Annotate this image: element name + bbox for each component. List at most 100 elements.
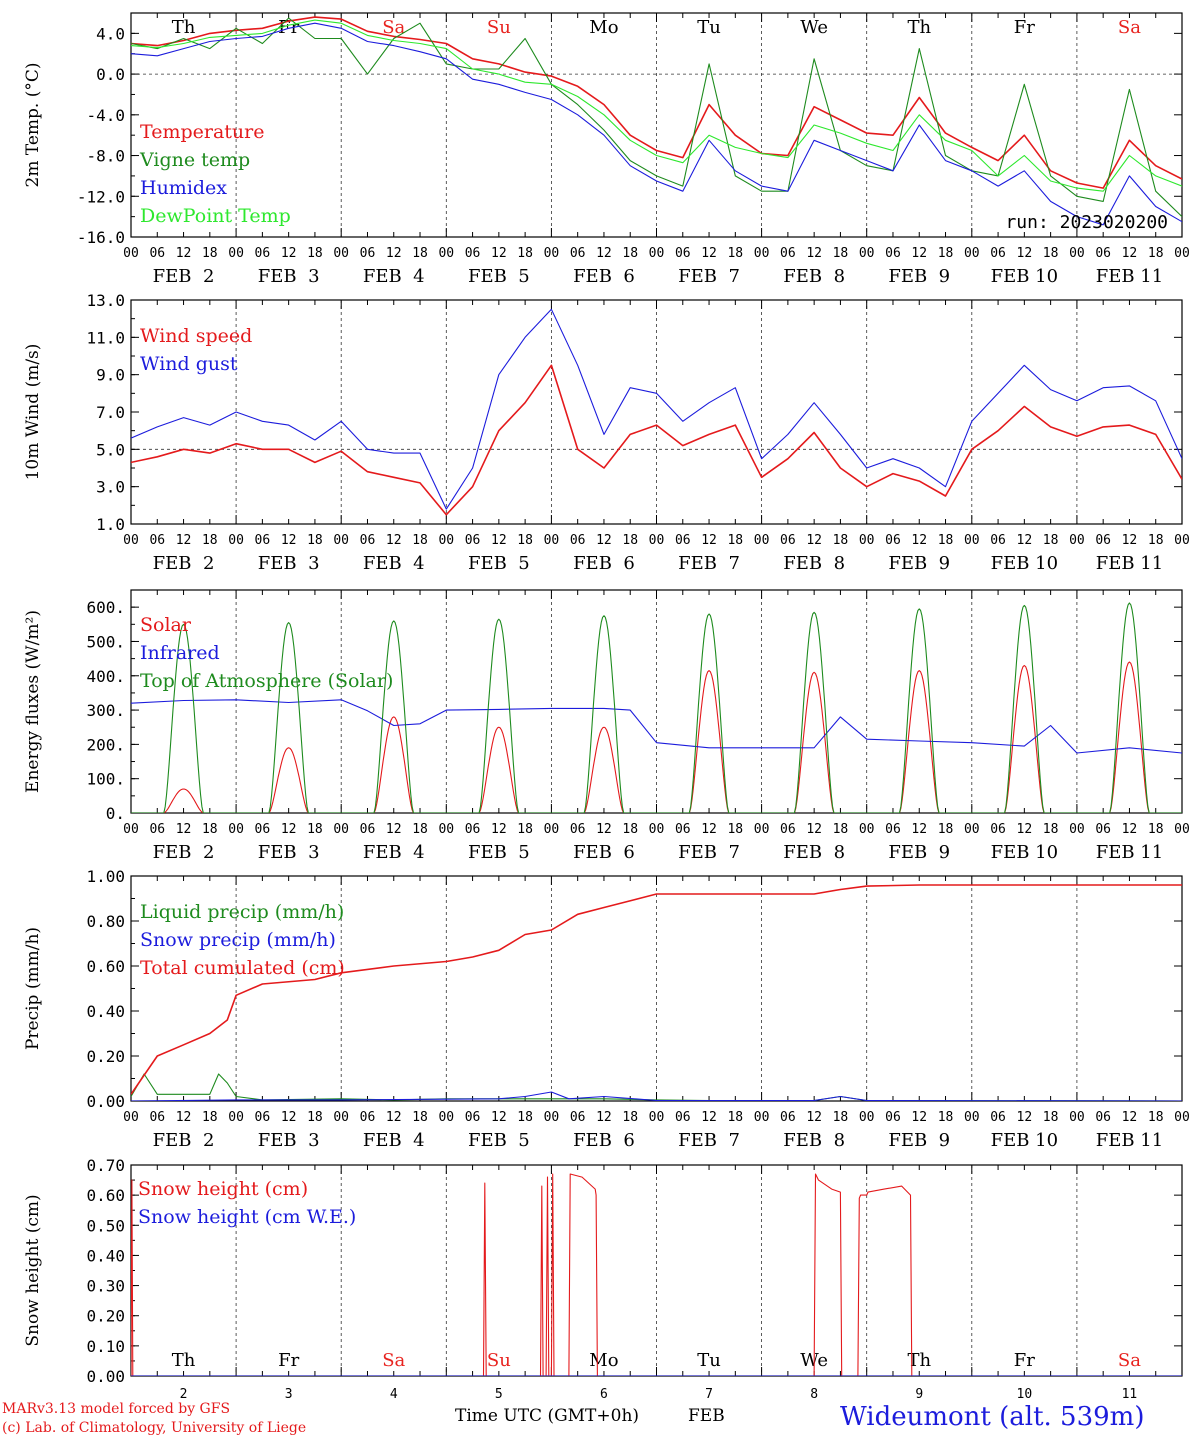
- hour-tick-label: 06: [1095, 533, 1111, 548]
- hour-tick-label: 06: [780, 1110, 796, 1125]
- series-wind-gust: [131, 308, 1182, 510]
- credit-line-2: (c) Lab. of Climatology, University of L…: [2, 1420, 307, 1436]
- hour-tick-label: 00: [754, 246, 770, 261]
- hour-tick-label: 18: [1148, 246, 1164, 261]
- hour-tick-label: 06: [465, 246, 481, 261]
- hour-tick-label: 12: [701, 246, 717, 261]
- hour-tick-label: 00: [333, 1110, 349, 1125]
- hour-tick-label: 06: [360, 822, 376, 837]
- hour-tick-label: 12: [281, 533, 297, 548]
- hour-tick-label: 12: [281, 246, 297, 261]
- date-label: FEB 11: [1096, 1130, 1163, 1151]
- date-label: FEB 10: [991, 1130, 1058, 1151]
- hour-tick-label: 12: [911, 533, 927, 548]
- hour-tick-label: 12: [1122, 1110, 1138, 1125]
- day-number-label: 11: [1122, 1387, 1138, 1402]
- hour-tick-label: 06: [780, 246, 796, 261]
- y-tick-label: 0.50: [86, 1216, 125, 1235]
- hour-tick-label: 12: [701, 533, 717, 548]
- series-total-cumulated-cm: [131, 884, 1182, 1095]
- hour-tick-label: 18: [833, 1110, 849, 1125]
- y-tick-label: 400.: [86, 667, 125, 686]
- hour-tick-label: 06: [885, 822, 901, 837]
- y-tick-label: 0.40: [86, 1002, 125, 1021]
- hour-tick-label: 18: [1043, 533, 1059, 548]
- hour-tick-label: 00: [438, 1110, 454, 1125]
- hour-tick-label: 12: [701, 1110, 717, 1125]
- hour-tick-label: 00: [859, 246, 875, 261]
- hour-tick-label: 00: [859, 1110, 875, 1125]
- y-tick-label: 0.: [106, 804, 125, 823]
- date-label: FEB 11: [1096, 266, 1163, 287]
- hour-tick-label: 06: [990, 533, 1006, 548]
- date-label: FEB 7: [678, 842, 740, 863]
- hour-tick-label: 18: [307, 822, 323, 837]
- date-label: FEB 5: [468, 266, 530, 287]
- day-name-label: Sa: [382, 17, 405, 38]
- hour-tick-label: 12: [386, 822, 402, 837]
- hour-tick-label: 12: [1017, 1110, 1033, 1125]
- y-axis-label: Energy fluxes (W/m²): [23, 610, 43, 793]
- day-name-label: Mo: [589, 17, 618, 38]
- hour-tick-label: 12: [1122, 822, 1138, 837]
- date-label: FEB 6: [573, 842, 635, 863]
- hour-tick-label: 00: [544, 1110, 560, 1125]
- hour-tick-label: 18: [727, 822, 743, 837]
- hour-tick-label: 06: [1095, 1110, 1111, 1125]
- hour-tick-label: 06: [360, 533, 376, 548]
- hour-tick-label: 18: [622, 1110, 638, 1125]
- series-group: [131, 308, 1182, 516]
- y-tick-label: -12.0: [77, 187, 125, 206]
- hour-tick-label: 12: [1122, 246, 1138, 261]
- hour-tick-label: 00: [649, 533, 665, 548]
- hour-tick-label: 12: [176, 246, 192, 261]
- hour-tick-label: 12: [1017, 533, 1033, 548]
- date-label: FEB 8: [783, 842, 845, 863]
- panel-wind: 1.0 3.0 5.0 7.0 9.0 11.0 13.0 10m Wind (m/s) 00 0…: [23, 291, 1190, 574]
- day-name-label: Fr: [1014, 1350, 1035, 1371]
- y-tick-label: 300.: [86, 701, 125, 720]
- date-label: FEB 2: [153, 1130, 215, 1151]
- date-label: FEB 4: [363, 553, 425, 574]
- hour-tick-label: 18: [517, 822, 533, 837]
- hour-tick-label: 12: [386, 246, 402, 261]
- hour-tick-label: 06: [149, 1110, 165, 1125]
- date-label: FEB 8: [783, 1130, 845, 1151]
- hour-tick-label: 12: [1017, 246, 1033, 261]
- hour-tick-label: 06: [465, 533, 481, 548]
- hour-tick-label: 12: [596, 822, 612, 837]
- day-name-label: Fr: [1014, 17, 1035, 38]
- hour-tick-label: 18: [1043, 246, 1059, 261]
- hour-tick-label: 00: [1069, 1110, 1085, 1125]
- hour-tick-label: 12: [176, 822, 192, 837]
- hour-tick-label: 06: [149, 533, 165, 548]
- legend-entry: Total cumulated (cm): [140, 957, 345, 979]
- hour-tick-label: 00: [964, 246, 980, 261]
- panel-frame: [130, 12, 1183, 238]
- legend-entry: Temperature: [140, 121, 264, 143]
- hour-tick-label: 12: [386, 1110, 402, 1125]
- hour-tick-label: 06: [885, 533, 901, 548]
- hour-tick-label: 00: [649, 1110, 665, 1125]
- hour-tick-label: 18: [622, 822, 638, 837]
- date-label: FEB 4: [363, 842, 425, 863]
- y-axis-label: Precip (mm/h): [23, 927, 43, 1050]
- hour-tick-label: 12: [806, 533, 822, 548]
- date-label: FEB 9: [888, 266, 950, 287]
- day-number-label: 7: [705, 1387, 713, 1402]
- hour-tick-label: 00: [228, 1110, 244, 1125]
- hour-tick-label: 06: [675, 1110, 691, 1125]
- hour-tick-label: 12: [806, 1110, 822, 1125]
- date-label: FEB 4: [363, 266, 425, 287]
- y-tick-label: 0.60: [86, 957, 125, 976]
- day-number-label: 5: [495, 1387, 503, 1402]
- day-number-label: 6: [600, 1387, 608, 1402]
- station-label: Wideumont (alt. 539m): [840, 1402, 1145, 1432]
- date-label: FEB 5: [468, 553, 530, 574]
- y-tick-label: 0.40: [86, 1246, 125, 1265]
- y-tick-label: 1.00: [86, 867, 125, 886]
- y-tick-label: 11.0: [86, 328, 125, 347]
- hour-tick-label: 00: [544, 246, 560, 261]
- y-tick-label: 0.00: [86, 1367, 125, 1386]
